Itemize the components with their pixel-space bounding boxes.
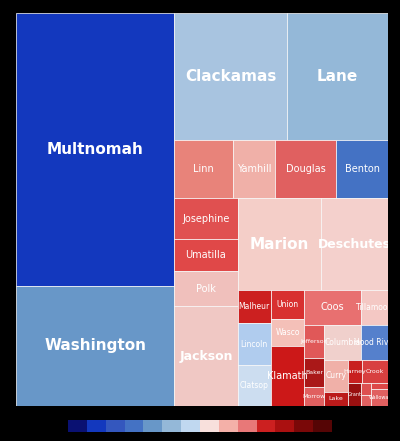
- Text: Polk: Polk: [196, 284, 216, 294]
- Bar: [174, 13, 287, 140]
- Bar: [362, 360, 388, 383]
- Bar: [174, 271, 238, 306]
- Text: Crook: Crook: [366, 369, 384, 374]
- Bar: [238, 365, 271, 406]
- Bar: [238, 290, 271, 323]
- Text: Harney: Harney: [344, 369, 366, 374]
- Bar: [238, 323, 271, 365]
- Bar: [233, 140, 275, 198]
- Text: Multnomah: Multnomah: [47, 142, 144, 157]
- Text: Wallowa: Wallowa: [369, 395, 390, 400]
- Text: Klamath: Klamath: [267, 370, 308, 381]
- Text: Josephine: Josephine: [182, 214, 230, 224]
- Bar: [304, 387, 324, 406]
- Text: Washington: Washington: [44, 338, 146, 353]
- Bar: [287, 13, 388, 140]
- Text: Curry: Curry: [326, 371, 346, 381]
- Text: Morrow: Morrow: [302, 394, 326, 399]
- Text: Deschutes: Deschutes: [318, 238, 391, 251]
- Bar: [324, 325, 362, 360]
- Text: Lake: Lake: [329, 396, 344, 401]
- Text: Lane: Lane: [317, 69, 358, 84]
- Text: Grant: Grant: [348, 392, 362, 397]
- Text: Jefferson: Jefferson: [300, 339, 328, 344]
- Text: Union: Union: [276, 300, 299, 309]
- Bar: [336, 140, 388, 198]
- Bar: [324, 392, 348, 406]
- Bar: [304, 358, 324, 387]
- Bar: [361, 396, 371, 406]
- Text: Baker: Baker: [305, 370, 323, 375]
- Bar: [371, 383, 388, 389]
- Bar: [361, 383, 371, 396]
- Bar: [371, 389, 388, 406]
- Bar: [174, 198, 238, 239]
- Bar: [174, 140, 233, 198]
- Bar: [271, 345, 304, 406]
- Text: Columbia: Columbia: [324, 338, 361, 347]
- Bar: [348, 360, 362, 383]
- Text: Jackson: Jackson: [179, 350, 233, 363]
- Bar: [321, 198, 388, 290]
- Bar: [361, 290, 388, 325]
- Bar: [174, 239, 238, 271]
- Text: Coos: Coos: [321, 303, 344, 312]
- Bar: [16, 13, 174, 286]
- Text: Wasco: Wasco: [275, 328, 300, 336]
- Bar: [304, 325, 324, 358]
- Text: Linn: Linn: [193, 164, 214, 174]
- Bar: [271, 318, 304, 345]
- Text: Lincoln: Lincoln: [241, 340, 268, 349]
- Bar: [324, 360, 348, 392]
- Bar: [348, 383, 361, 406]
- Text: Malheur: Malheur: [239, 302, 270, 311]
- Bar: [174, 306, 238, 406]
- Text: Clackamas: Clackamas: [185, 69, 276, 84]
- Bar: [271, 290, 304, 318]
- Bar: [304, 290, 361, 325]
- Text: Hood River: Hood River: [354, 338, 396, 347]
- Bar: [362, 325, 388, 360]
- Text: Yamhill: Yamhill: [237, 164, 271, 174]
- Bar: [275, 140, 336, 198]
- Text: Clatsop: Clatsop: [240, 381, 269, 390]
- Text: Marion: Marion: [250, 237, 309, 252]
- Bar: [238, 198, 321, 290]
- Bar: [16, 286, 174, 406]
- Text: Benton: Benton: [345, 164, 380, 174]
- Text: Douglas: Douglas: [286, 164, 326, 174]
- Text: Tillamook: Tillamook: [356, 303, 393, 312]
- Text: Umatilla: Umatilla: [186, 250, 226, 260]
